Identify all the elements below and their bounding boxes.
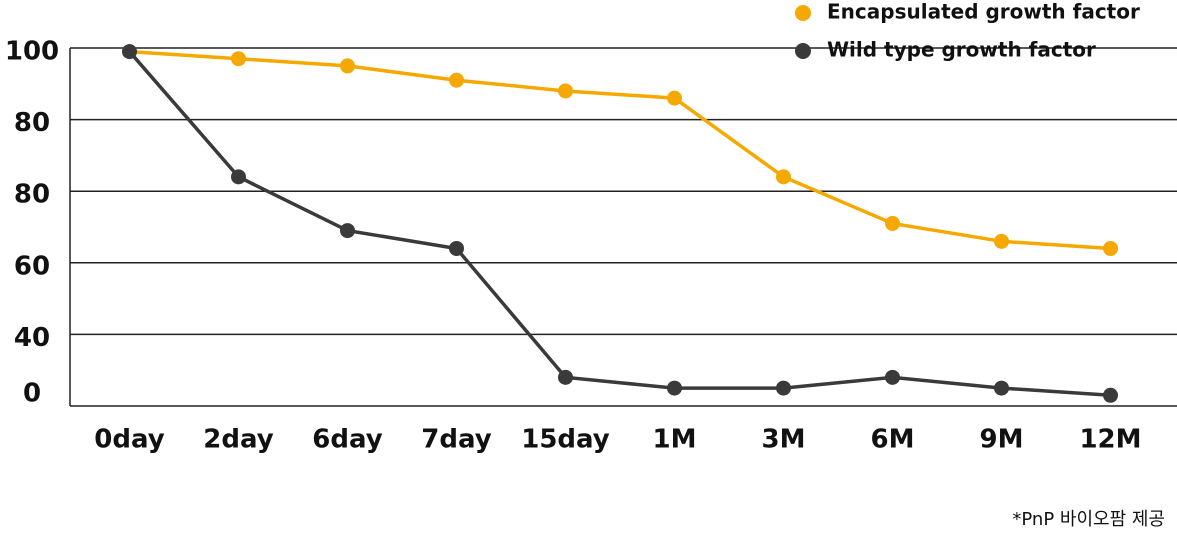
data-point — [667, 90, 682, 106]
y-tick-label: 0 — [23, 379, 41, 409]
data-point — [558, 369, 573, 385]
data-point — [994, 380, 1009, 396]
x-tick-label: 15day — [521, 425, 610, 455]
data-point — [885, 215, 900, 231]
y-tick-label: 60 — [14, 251, 50, 281]
x-tick-label: 9M — [980, 425, 1024, 455]
data-point — [340, 58, 355, 74]
data-point — [885, 369, 900, 385]
legend-label: Wild type growth factor — [827, 38, 1096, 62]
legend-marker — [795, 5, 811, 21]
data-point — [231, 169, 246, 185]
data-point — [776, 169, 791, 185]
data-point — [994, 233, 1009, 249]
data-point — [776, 380, 791, 396]
x-tick-label: 6M — [871, 425, 915, 455]
data-point — [1103, 240, 1118, 256]
x-tick-label: 7day — [421, 425, 491, 455]
y-tick-label: 80 — [14, 108, 50, 138]
data-point — [449, 240, 464, 256]
data-point — [122, 44, 137, 60]
y-tick-label: 80 — [14, 180, 50, 210]
x-tick-label: 6day — [312, 425, 382, 455]
data-point — [667, 380, 682, 396]
y-tick-label: 40 — [14, 323, 50, 353]
data-point — [1103, 387, 1118, 403]
x-tick-label: 0day — [94, 425, 164, 455]
x-tick-label: 12M — [1079, 425, 1141, 455]
series-line — [128, 50, 1111, 398]
data-point — [231, 51, 246, 67]
data-point — [449, 72, 464, 88]
x-tick-label: 3M — [762, 425, 806, 455]
source-note: *PnP 바이오팜 제공 — [1012, 509, 1165, 530]
series-line — [129, 49, 1111, 251]
y-tick-label: 100 — [5, 37, 59, 67]
data-point — [340, 223, 355, 239]
legend-label: Encapsulated growth factor — [827, 0, 1140, 24]
data-point — [558, 83, 573, 99]
x-tick-label: 1M — [653, 425, 697, 455]
x-tick-label: 2day — [203, 425, 273, 455]
legend-marker — [795, 43, 811, 59]
